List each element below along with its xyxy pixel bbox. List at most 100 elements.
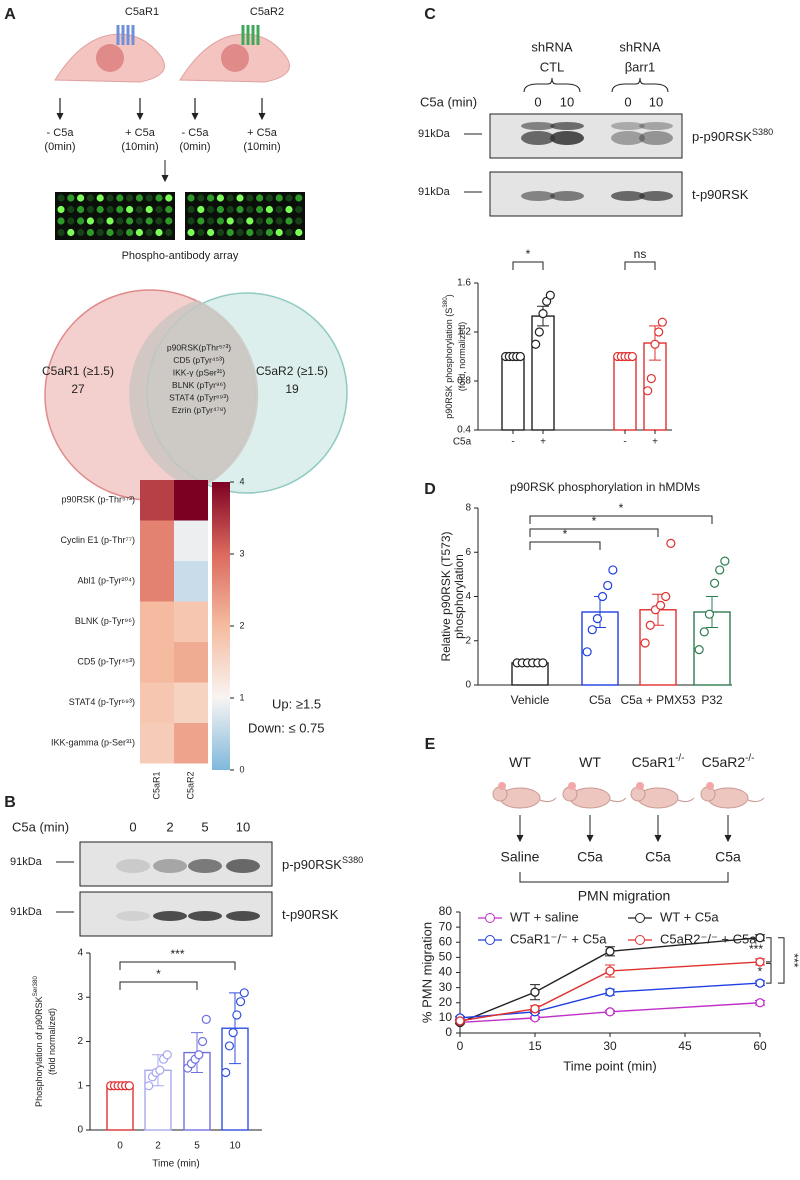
nucleus [221, 44, 249, 72]
y-tick-label: 2 [465, 635, 471, 646]
data-point [515, 351, 525, 362]
heatmap-row-label: BLNK (p-Tyr⁹⁶) [75, 616, 135, 626]
array-spot [67, 194, 75, 202]
treatment-label: C5a [645, 849, 671, 865]
significance-label: * [619, 501, 624, 515]
array-spot [57, 205, 65, 214]
data-point [201, 1014, 211, 1024]
x-tick-label: 10 [229, 1141, 241, 1152]
x-tick-label: - [511, 437, 514, 448]
overlap-item: p90RSK(pThr⁵⁷³) [167, 342, 231, 352]
array-caption: Phospho-antibody array [122, 250, 239, 262]
x-tick-label: 15 [528, 1039, 542, 1053]
array-spot [207, 217, 215, 225]
array-spot [126, 194, 134, 202]
array-spot [246, 217, 254, 225]
y-tick-label: 60 [439, 934, 453, 948]
group-label: βarr1 [625, 59, 656, 74]
blot-band [226, 859, 260, 873]
significance-bracket [529, 515, 713, 524]
treatment-label: (0min) [44, 141, 75, 153]
x-tick-label: 5 [194, 1141, 200, 1152]
arrow-head [191, 112, 199, 121]
arrow-head [654, 834, 662, 843]
significance-label: * [156, 967, 161, 981]
arrow-head [56, 112, 64, 121]
data-point [657, 317, 667, 327]
caption: PMN migration [578, 888, 671, 904]
blot-band [116, 911, 150, 921]
array-spot [207, 194, 215, 202]
genotype-label: C5aR1-/- [632, 753, 685, 770]
significance-label: *** [749, 942, 763, 956]
array-spot [165, 217, 173, 225]
array-spot [207, 205, 215, 214]
colorbar-tick-label: 4 [239, 476, 244, 486]
text-part: WT [509, 754, 531, 770]
blot-band [188, 911, 222, 921]
data-point [232, 1010, 242, 1020]
significance-label: * [563, 527, 568, 541]
array-spot [145, 194, 153, 202]
array-spot [86, 228, 94, 237]
treatment-label: (10min) [243, 141, 280, 153]
blot-band [639, 191, 673, 201]
array-spot [285, 205, 293, 214]
array-spot [155, 217, 163, 225]
significance-bracket [624, 261, 656, 270]
y-axis-label: phosphorylation [452, 554, 466, 639]
array-spot [187, 205, 195, 214]
x-tick-label: C5a + PMX53 [620, 693, 695, 707]
antibody-array [55, 192, 175, 240]
legend-label: C5aR1⁻/⁻ + C5a [510, 931, 607, 946]
array-spot [226, 228, 234, 237]
venn-overlap [129, 300, 259, 490]
x-tick-label: + [540, 437, 546, 448]
text-part: p-p90RSK [282, 857, 342, 872]
array-spot [236, 228, 244, 237]
overlap-item: Ezrin (pTyr⁴⁷⁸) [172, 405, 226, 415]
array-spot [275, 228, 283, 237]
data-point [155, 1065, 165, 1075]
array-spot [256, 228, 264, 237]
array-spot [256, 205, 264, 214]
array-spot [135, 228, 143, 237]
heatmap-cell [174, 723, 208, 764]
band-label: t-p90RSK [692, 187, 749, 202]
heatmap-cell [140, 642, 174, 683]
array-spot [155, 228, 163, 237]
blot-band [639, 122, 673, 130]
array-spot [57, 217, 65, 225]
group-brace [611, 77, 669, 93]
array-spot [57, 194, 65, 202]
x-tick-label: 2 [155, 1141, 161, 1152]
text-part: ) [444, 294, 454, 297]
data-point [655, 600, 666, 610]
y-tick-label: 6 [465, 547, 471, 558]
data-point [755, 998, 765, 1008]
array-spot [295, 205, 303, 214]
panel-label: B [4, 794, 16, 811]
venn-count: 19 [285, 382, 299, 396]
x-axis-label: Time point (min) [563, 1058, 656, 1073]
text-part: phosphorylation [452, 554, 466, 639]
x-tick-label: Vehicle [511, 693, 550, 707]
legend-marker [635, 935, 645, 945]
receptor-label: C5aR2 [250, 6, 284, 18]
data-point [531, 339, 541, 349]
array-spot [187, 228, 195, 237]
array-spot [197, 194, 205, 202]
data-point [643, 386, 653, 396]
arrow-head [161, 174, 169, 183]
chart-title: p90RSK phosphorylation in hMDMs [510, 480, 700, 494]
treatment-label: C5a [715, 849, 741, 865]
array-spot [236, 205, 244, 214]
treatment-label: + C5a [247, 127, 278, 139]
array-spot [256, 217, 264, 225]
size-label: 91kDa [10, 906, 43, 918]
blot-band [116, 859, 150, 873]
array-spot [145, 228, 153, 237]
overlap-item: CD5 (pTyr⁴⁵³) [173, 355, 225, 365]
significance-bracket [119, 981, 198, 990]
text-part: p90RSK phosphorylation (S [444, 308, 454, 419]
